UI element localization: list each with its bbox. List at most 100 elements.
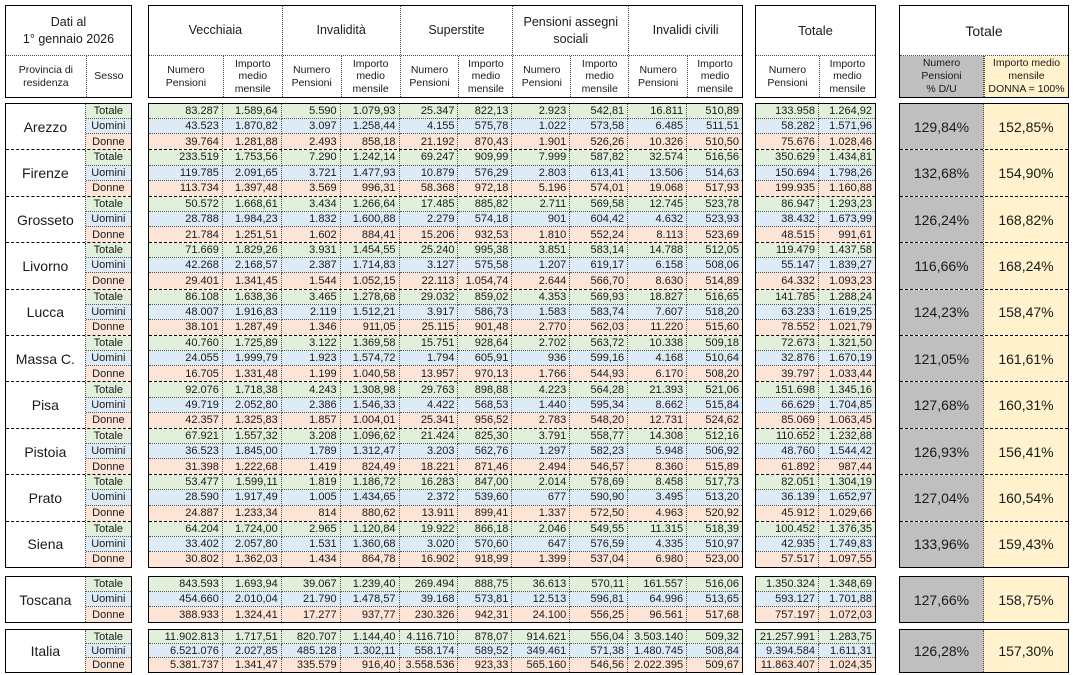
data-cell: 2.770 — [512, 319, 571, 336]
data-cell: 61.892 — [756, 459, 819, 475]
data-cell: 563,72 — [570, 336, 629, 352]
data-cell: 29.763 — [399, 382, 459, 398]
data-cell: 1.574,72 — [340, 351, 400, 367]
data-cell: 956,52 — [458, 412, 513, 428]
data-cell: 3.434 — [281, 196, 341, 212]
data-cell: 2.783 — [512, 412, 571, 428]
data-cell: 36.523 — [149, 443, 223, 460]
sex-label: Uomini — [85, 258, 131, 274]
data-cell: 1.233,34 — [222, 505, 282, 521]
province-labels-body: Arezzo Totale Uomini Donne Firenze Totale Uomi… — [5, 103, 132, 568]
data-cell: 1.302,11 — [340, 644, 400, 658]
data-cell: 571,38 — [570, 644, 629, 658]
sex-label: Totale — [85, 104, 131, 120]
pct-du-value: 132,68% — [900, 150, 984, 196]
data-cell: 1.512,21 — [340, 304, 400, 320]
data-cell: 16.902 — [399, 551, 459, 568]
data-cell: 991,61 — [818, 227, 875, 243]
data-cell: 909,99 — [458, 150, 513, 166]
report-header-totale: Totale Numero Pensioni Importo medio mens… — [755, 5, 876, 98]
data-cell: 4.155 — [399, 119, 459, 135]
italia-data-block: 11.902.813 1.717,51 820.707 1.144,40 4.116.7… — [148, 629, 743, 673]
data-cell: 3.127 — [399, 258, 459, 274]
data-cell: 39.797 — [756, 366, 819, 382]
col-header-importo: Importo medio mensile — [687, 56, 742, 97]
data-cell: 1.341,45 — [222, 273, 282, 289]
data-cell: 619,17 — [570, 258, 629, 274]
data-cell: 564,28 — [570, 382, 629, 398]
data-cell: 937,77 — [340, 607, 400, 622]
data-cell: 1.308,98 — [340, 382, 400, 398]
summary-row: 133,96% 159,43% — [900, 520, 1068, 568]
data-cell: 21.393 — [628, 382, 688, 398]
summary-row: 126,24% 168,82% — [900, 195, 1068, 243]
data-cell: 1.346 — [281, 319, 341, 336]
data-cell: 22.113 — [399, 273, 459, 289]
data-cell: 1.999,79 — [222, 351, 282, 367]
data-cell: 1.434,81 — [818, 150, 875, 166]
sex-label: Donne — [85, 658, 131, 672]
sex-label: Uomini — [85, 592, 131, 607]
data-cell: 7.290 — [281, 150, 341, 166]
data-cell: 546,57 — [570, 459, 629, 475]
sex-label: Donne — [85, 273, 131, 289]
data-cell: 45.912 — [756, 505, 819, 521]
data-cell: 1.434,65 — [340, 490, 400, 506]
sex-label: Uomini — [85, 165, 131, 181]
data-cell: 2.027,85 — [222, 644, 282, 658]
group-header-superstite: Superstite — [399, 6, 513, 55]
data-cell: 1.397,48 — [222, 180, 282, 196]
data-cell: 1.557,32 — [222, 428, 282, 444]
province-totale-row: 119.479 1.437,58 55.147 1.839,27 64.332 1.093… — [756, 242, 875, 289]
data-cell: 1.399 — [512, 551, 571, 568]
col-header-importo: Importo medio mensile — [818, 56, 875, 97]
data-cell: 55.147 — [756, 258, 819, 274]
data-cell: 1.304,19 — [818, 475, 875, 491]
data-cell: 573,81 — [458, 592, 513, 607]
pct-du-value: 116,66% — [900, 243, 984, 289]
data-cell: 42.268 — [149, 258, 223, 274]
data-cell: 511,51 — [687, 119, 742, 135]
data-cell: 513,20 — [687, 490, 742, 506]
data-cell: 1.287,49 — [222, 319, 282, 336]
data-cell: 18.221 — [399, 459, 459, 475]
data-cell: 1.022 — [512, 119, 571, 135]
sex-label: Totale — [85, 382, 131, 398]
sex-label: Totale — [85, 196, 131, 212]
summary-row: 121,05% 161,61% — [900, 335, 1068, 382]
data-cell: 523,78 — [687, 196, 742, 212]
data-cell: 914.621 — [512, 630, 571, 644]
data-cell: 1.870,82 — [222, 119, 282, 135]
data-cell: 599,16 — [570, 351, 629, 367]
data-cell: 2.965 — [281, 521, 341, 537]
data-cell: 2.386 — [281, 397, 341, 413]
data-cell: 25.341 — [399, 412, 459, 428]
province-name: Livorno — [6, 243, 86, 289]
pct-donna-value: 161,61% — [984, 336, 1068, 382]
data-cell: 1.264,92 — [818, 104, 875, 120]
data-cell: 1.619,25 — [818, 304, 875, 320]
province-totale-row: 110.652 1.232,88 48.760 1.544,42 61.892 987,4… — [756, 427, 875, 475]
province-name: Toscana — [6, 577, 86, 622]
col-header-numero: Numero Pensioni — [767, 64, 808, 89]
data-cell: 509,67 — [687, 658, 742, 672]
data-cell: 3.097 — [281, 119, 341, 135]
data-cell: 64.204 — [149, 521, 223, 537]
data-cell: 48.515 — [756, 227, 819, 243]
data-cell: 1.718,38 — [222, 382, 282, 398]
data-cell: 4.963 — [628, 505, 688, 521]
data-cell: 552,24 — [570, 227, 629, 243]
data-cell: 15.751 — [399, 336, 459, 352]
data-cell: 25.240 — [399, 243, 459, 259]
province-row: Arezzo Totale Uomini Donne — [6, 104, 131, 150]
data-cell: 1.063,45 — [818, 412, 875, 428]
data-cell: 3.917 — [399, 304, 459, 320]
data-cell: 21.192 — [399, 134, 459, 150]
data-cell: 885,82 — [458, 196, 513, 212]
data-cell: 517,68 — [687, 607, 742, 622]
report-date-line1: Dati al — [50, 14, 87, 29]
province-data-body: 83.287 1.589,64 5.590 1.079,93 25.347 822,13 2… — [148, 103, 743, 568]
data-cell: 25.347 — [399, 104, 459, 120]
col-header-numero: Numero Pensioni — [165, 64, 207, 89]
province-data-row: 86.108 1.638,36 3.465 1.278,68 29.032 859,02 4… — [149, 288, 742, 336]
